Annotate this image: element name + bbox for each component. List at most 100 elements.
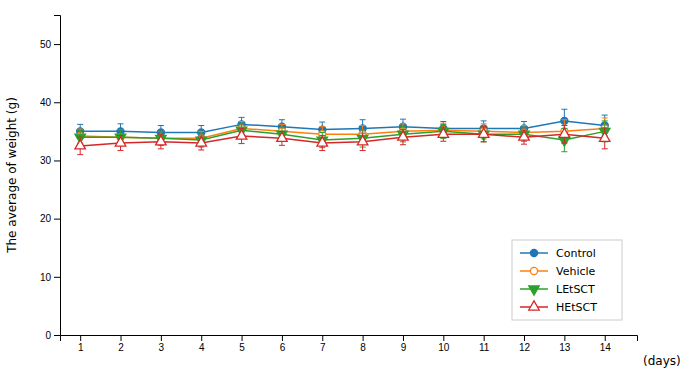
point (438, 128, 449, 137)
x-tick-mark (403, 335, 404, 341)
x-tick-label: 3 (159, 342, 165, 353)
y-tick: 20 (40, 213, 60, 224)
x-axis: 1234567891011121314 (61, 335, 638, 353)
x-tick: 3 (159, 335, 165, 353)
point (317, 137, 328, 146)
point (519, 131, 530, 140)
y-tick: 30 (40, 155, 60, 166)
y-tick-mark (54, 102, 60, 103)
y-axis-line (54, 16, 61, 336)
x-tick-mark (121, 335, 122, 341)
y-tick-mark (54, 219, 60, 220)
x-tick-mark (201, 335, 202, 341)
legend-label: Control (556, 247, 596, 260)
y-tick-mark (54, 160, 60, 161)
x-tick-mark (242, 335, 243, 341)
y-tick-label: 0 (45, 330, 51, 341)
x-tick-mark (524, 335, 525, 341)
x-tick-label: 13 (559, 342, 571, 353)
point (438, 128, 449, 137)
chart: 123456789101112131401020304050ControlVeh… (0, 0, 692, 375)
legend-label: LEtSCT (556, 283, 595, 296)
x-tick-label: 14 (600, 342, 612, 353)
legend-item: LEtSCT (520, 283, 595, 296)
legend-item: HEtSCT (520, 301, 597, 314)
legend-label: Vehicle (556, 265, 596, 278)
point (519, 131, 530, 140)
point (357, 136, 368, 145)
legend-frame (512, 240, 622, 320)
y-axis: 0 10 20 30 40 50 (40, 16, 61, 341)
x-tick-mark (484, 335, 485, 341)
point (559, 128, 570, 137)
x-tick: 1 (78, 335, 84, 353)
legend-marker (529, 286, 540, 295)
x-tick-label: 1 (78, 342, 84, 353)
y-tick: 0 (45, 330, 60, 341)
x-tick-label: 10 (438, 342, 450, 353)
y-axis-title: The average of weight (g) (5, 97, 19, 254)
plot-area: 123456789101112131401020304050ControlVeh… (40, 16, 638, 354)
y-tick-mark (54, 335, 60, 336)
x-tick-mark (363, 335, 364, 341)
x-tick: 4 (199, 335, 205, 353)
y-tick-mark (54, 277, 60, 278)
x-tick-label: 5 (239, 342, 245, 353)
legend: Control Vehicle LEtSCT HEtSCT (512, 240, 622, 320)
x-tick: 10 (438, 335, 450, 353)
x-axis-line (61, 336, 638, 342)
point (115, 137, 126, 146)
x-tick: 6 (280, 335, 286, 353)
point (398, 131, 409, 140)
x-tick-label: 6 (280, 342, 286, 353)
x-tick: 14 (600, 335, 612, 353)
x-tick-mark (322, 335, 323, 341)
series-layer (75, 109, 610, 154)
x-tick: 8 (360, 335, 366, 353)
point (156, 135, 167, 144)
x-tick-label: 9 (401, 342, 407, 353)
x-tick-mark (282, 335, 283, 341)
x-tick-label: 7 (320, 342, 326, 353)
x-tick-label: 11 (479, 342, 490, 353)
y-tick-label: 30 (40, 155, 52, 166)
y-tick: 10 (40, 272, 60, 283)
point (398, 131, 409, 140)
x-tick: 13 (559, 335, 571, 353)
x-tick: 12 (519, 335, 531, 353)
y-tick-label: 20 (40, 213, 52, 224)
point (236, 130, 247, 139)
legend-item: Control (520, 247, 596, 260)
point (277, 132, 288, 141)
y-tick: 40 (40, 97, 60, 108)
series (77, 118, 609, 145)
x-tick-label: 2 (118, 342, 124, 353)
legend-marker (529, 301, 540, 310)
y-tick: 50 (40, 39, 60, 50)
y-tick-label: 10 (40, 272, 52, 283)
x-tick-label: 8 (360, 342, 366, 353)
x-tick: 9 (401, 335, 407, 353)
x-tick: 11 (479, 335, 490, 353)
x-tick: 2 (118, 335, 124, 353)
legend-item: Vehicle (520, 265, 596, 278)
y-tick-label: 50 (40, 39, 52, 50)
x-tick-mark (564, 335, 565, 341)
series (75, 121, 610, 152)
x-tick: 7 (320, 335, 326, 353)
series (75, 126, 610, 155)
x-tick-mark (80, 335, 81, 341)
legend-marker (530, 249, 537, 256)
point (75, 140, 86, 149)
point (357, 135, 368, 144)
point (317, 137, 328, 146)
point (478, 128, 489, 137)
x-tick-label: 4 (199, 342, 205, 353)
x-tick: 5 (239, 335, 245, 353)
x-tick-mark (443, 335, 444, 341)
x-tick-label: 12 (519, 342, 531, 353)
point (156, 136, 167, 145)
y-tick-mark (54, 44, 60, 45)
x-tick-mark (605, 335, 606, 341)
legend-marker (530, 267, 537, 274)
